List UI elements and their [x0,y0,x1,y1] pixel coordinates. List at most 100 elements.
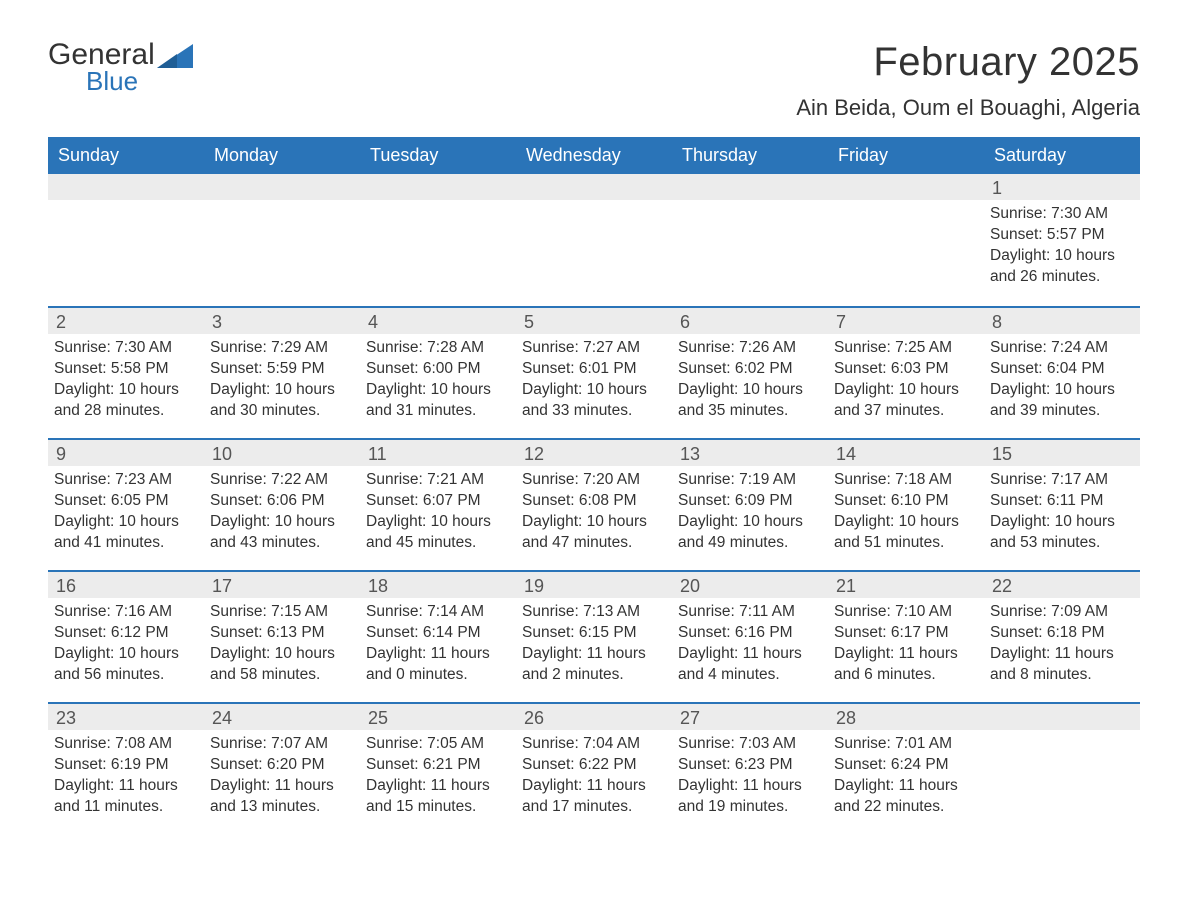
calendar: Sunday Monday Tuesday Wednesday Thursday… [48,137,1140,834]
sunrise-text: Sunrise: 7:18 AM [834,470,978,491]
dow-saturday: Saturday [984,137,1140,174]
sunrise-text: Sunrise: 7:13 AM [522,602,666,623]
day-number [516,174,672,200]
day-cell: 15Sunrise: 7:17 AMSunset: 6:11 PMDayligh… [984,440,1140,570]
sunrise-text: Sunrise: 7:27 AM [522,338,666,359]
day-cell [672,174,828,306]
day-cell: 19 Sunrise: 7:13 AMSunset: 6:15 PMDayligh… [516,572,672,702]
sunrise-text: Sunrise: 7:03 AM [678,734,822,755]
day-number: 16 [48,572,204,598]
day-number: 21 [828,572,984,598]
dow-friday: Friday [828,137,984,174]
daylight-text: Daylight: 10 hours and 56 minutes. [54,644,198,686]
day-cell: 22Sunrise: 7:09 AMSunset: 6:18 PMDayligh… [984,572,1140,702]
sunset-text: Sunset: 6:00 PM [366,359,510,380]
sunrise-text: Sunrise: 7:19 AM [678,470,822,491]
sunset-text: Sunset: 6:18 PM [990,623,1134,644]
day-number: 8 [984,308,1140,334]
sunset-text: Sunset: 6:16 PM [678,623,822,644]
sunset-text: Sunset: 6:01 PM [522,359,666,380]
daylight-text: Daylight: 11 hours and 22 minutes. [834,776,978,818]
sunset-text: Sunset: 6:09 PM [678,491,822,512]
daylight-text: Daylight: 11 hours and 0 minutes. [366,644,510,686]
day-number [984,704,1140,730]
day-number: 18 [360,572,516,598]
day-cell: 12Sunrise: 7:20 AMSunset: 6:08 PMDayligh… [516,440,672,570]
sunrise-text: Sunrise: 7:05 AM [366,734,510,755]
sunrise-text: Sunrise: 7:30 AM [54,338,198,359]
daylight-text: Daylight: 10 hours and 47 minutes. [522,512,666,554]
day-cell: 13Sunrise: 7:19 AMSunset: 6:09 PMDayligh… [672,440,828,570]
daylight-text: Daylight: 10 hours and 51 minutes. [834,512,978,554]
day-number: 4 [360,308,516,334]
sunrise-text: Sunrise: 7:23 AM [54,470,198,491]
sunrise-text: Sunrise: 7:28 AM [366,338,510,359]
sunset-text: Sunset: 6:15 PM [522,623,666,644]
header: General Blue February 2025 Ain Beida, Ou… [48,40,1140,131]
day-number: 11 [360,440,516,466]
sunrise-text: Sunrise: 7:24 AM [990,338,1134,359]
daylight-text: Daylight: 11 hours and 17 minutes. [522,776,666,818]
day-cell: 2Sunrise: 7:30 AMSunset: 5:58 PMDaylight… [48,308,204,438]
day-number: 13 [672,440,828,466]
day-cell: 11 Sunrise: 7:21 AMSunset: 6:07 PMDayligh… [360,440,516,570]
day-cell: 10Sunrise: 7:22 AMSunset: 6:06 PMDayligh… [204,440,360,570]
day-cell: 24Sunrise: 7:07 AMSunset: 6:20 PMDayligh… [204,704,360,834]
sunrise-text: Sunrise: 7:11 AM [678,602,822,623]
daylight-text: Daylight: 10 hours and 28 minutes. [54,380,198,422]
week-row: 2Sunrise: 7:30 AMSunset: 5:58 PMDaylight… [48,306,1140,438]
day-number: 19 [516,572,672,598]
daylight-text: Daylight: 11 hours and 2 minutes. [522,644,666,686]
day-cell: 3Sunrise: 7:29 AMSunset: 5:59 PMDaylight… [204,308,360,438]
day-cell [204,174,360,306]
day-cell: 14Sunrise: 7:18 AMSunset: 6:10 PMDayligh… [828,440,984,570]
sunset-text: Sunset: 5:58 PM [54,359,198,380]
sunrise-text: Sunrise: 7:26 AM [678,338,822,359]
day-number: 9 [48,440,204,466]
day-number: 17 [204,572,360,598]
dow-tuesday: Tuesday [360,137,516,174]
day-cell: 7Sunrise: 7:25 AMSunset: 6:03 PMDaylight… [828,308,984,438]
daylight-text: Daylight: 10 hours and 58 minutes. [210,644,354,686]
daylight-text: Daylight: 10 hours and 33 minutes. [522,380,666,422]
dow-monday: Monday [204,137,360,174]
daylight-text: Daylight: 11 hours and 4 minutes. [678,644,822,686]
daylight-text: Daylight: 10 hours and 45 minutes. [366,512,510,554]
day-cell: 4Sunrise: 7:28 AMSunset: 6:00 PMDaylight… [360,308,516,438]
sunrise-text: Sunrise: 7:10 AM [834,602,978,623]
sunrise-text: Sunrise: 7:20 AM [522,470,666,491]
day-cell: 21Sunrise: 7:10 AMSunset: 6:17 PMDayligh… [828,572,984,702]
sunrise-text: Sunrise: 7:21 AM [366,470,510,491]
daylight-text: Daylight: 11 hours and 8 minutes. [990,644,1134,686]
week-row: 23Sunrise: 7:08 AMSunset: 6:19 PMDayligh… [48,702,1140,834]
logo: General Blue [48,40,193,97]
sunset-text: Sunset: 5:57 PM [990,225,1134,246]
sunset-text: Sunset: 6:02 PM [678,359,822,380]
day-cell: 9Sunrise: 7:23 AMSunset: 6:05 PMDaylight… [48,440,204,570]
dow-wednesday: Wednesday [516,137,672,174]
day-number: 6 [672,308,828,334]
sunrise-text: Sunrise: 7:29 AM [210,338,354,359]
day-number: 25 [360,704,516,730]
day-number: 28 [828,704,984,730]
day-cell: 5Sunrise: 7:27 AMSunset: 6:01 PMDaylight… [516,308,672,438]
sunset-text: Sunset: 6:24 PM [834,755,978,776]
day-cell [48,174,204,306]
sunset-text: Sunset: 6:05 PM [54,491,198,512]
sunset-text: Sunset: 6:07 PM [366,491,510,512]
day-number: 10 [204,440,360,466]
daylight-text: Daylight: 11 hours and 19 minutes. [678,776,822,818]
logo-text-block: General Blue [48,40,155,97]
sunset-text: Sunset: 6:06 PM [210,491,354,512]
sunset-text: Sunset: 6:21 PM [366,755,510,776]
sunrise-text: Sunrise: 7:09 AM [990,602,1134,623]
dow-thursday: Thursday [672,137,828,174]
day-cell: 1Sunrise: 7:30 AMSunset: 5:57 PMDaylight… [984,174,1140,306]
week-row: 1Sunrise: 7:30 AMSunset: 5:57 PMDaylight… [48,174,1140,306]
sunrise-text: Sunrise: 7:07 AM [210,734,354,755]
daylight-text: Daylight: 10 hours and 30 minutes. [210,380,354,422]
sunrise-text: Sunrise: 7:04 AM [522,734,666,755]
day-cell [360,174,516,306]
day-cell: 16Sunrise: 7:16 AMSunset: 6:12 PMDayligh… [48,572,204,702]
day-cell: 28Sunrise: 7:01 AMSunset: 6:24 PMDayligh… [828,704,984,834]
